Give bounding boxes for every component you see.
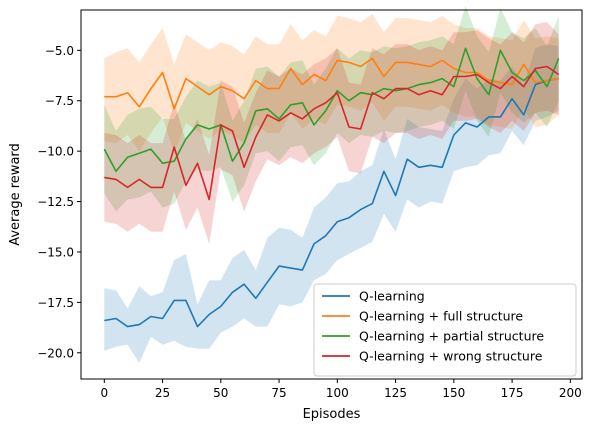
x-tick-label: 100 [326,386,349,400]
series-line-2 [104,57,559,110]
series-line-3 [103,47,560,173]
y-tick-label: −20.0 [37,346,74,360]
y-axis-ticks: −20.0 −17.5 −15.0 −12.5 −10.0 −7.5 −5.0 [37,44,81,360]
legend-label-4: Q-learning + wrong structure [359,349,543,364]
confidence-band-series-3 [104,6,559,212]
confidence-bands [104,6,559,363]
x-tick-label: 75 [271,386,286,400]
confidence-band-series-4 [104,22,559,244]
y-axis-label: Average reward [8,143,23,246]
y-tick-label: −7.5 [45,94,74,108]
legend-label-2: Q-learning + full structure [359,309,523,324]
legend-box [313,283,577,377]
series-lines [103,47,560,328]
series-line-1 [104,77,559,328]
x-tick-label: 25 [155,386,170,400]
series-line-4 [104,65,560,201]
plot-frame [80,9,583,380]
x-axis-label: Episodes [303,407,361,422]
confidence-band-series-1 [104,44,559,363]
y-tick-label: −5.0 [45,44,74,58]
legend: Q-learning Q-learning + full structure Q-l… [313,283,577,377]
y-tick-label: −12.5 [37,195,74,209]
legend-label-1: Q-learning [359,289,425,304]
x-axis-ticks: 0 25 50 75 100 125 150 175 200 [100,379,582,400]
legend-label-3: Q-learning + partial structure [359,329,544,344]
x-tick-label: 0 [100,386,108,400]
y-tick-label: −10.0 [37,145,74,159]
x-tick-label: 125 [384,386,407,400]
x-tick-label: 200 [559,386,582,400]
confidence-band-series-2 [104,14,559,154]
y-tick-label: −15.0 [37,245,74,259]
x-tick-label: 150 [442,386,465,400]
x-tick-label: 50 [213,386,228,400]
x-tick-label: 175 [501,386,524,400]
y-tick-label: −17.5 [37,296,74,310]
